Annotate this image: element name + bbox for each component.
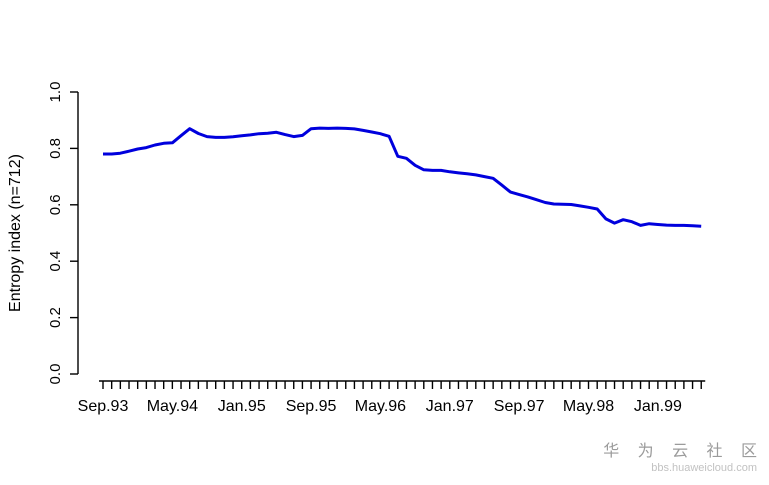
entropy-series-line (103, 126, 702, 228)
x-tick-label: May.96 (355, 398, 406, 415)
x-tick-label: Jan.99 (634, 398, 682, 415)
y-tick-label: 0.8 (47, 138, 64, 159)
x-tick-label: Jan.95 (218, 398, 266, 415)
x-tick-label: May.98 (563, 398, 614, 415)
x-tick-label: Sep.95 (286, 398, 337, 415)
watermark: 华 为 云 社 区 bbs.huaweicloud.com (603, 443, 757, 475)
x-tick-label: Jan.97 (426, 398, 474, 415)
watermark-url: bbs.huaweicloud.com (651, 462, 757, 474)
x-tick-label: Sep.97 (494, 398, 545, 415)
y-tick-label: 0.6 (47, 194, 64, 215)
x-tick-label: May.94 (147, 398, 198, 415)
x-tick-label: Sep.93 (78, 398, 129, 415)
y-tick-label: 0.0 (47, 364, 64, 385)
y-tick-label: 0.2 (47, 307, 64, 328)
y-axis-title: Entropy index (n=712) (7, 154, 24, 312)
y-tick-label: 1.0 (47, 82, 64, 103)
y-tick-label: 0.4 (47, 251, 64, 272)
watermark-title: 华 为 云 社 区 (603, 443, 764, 460)
